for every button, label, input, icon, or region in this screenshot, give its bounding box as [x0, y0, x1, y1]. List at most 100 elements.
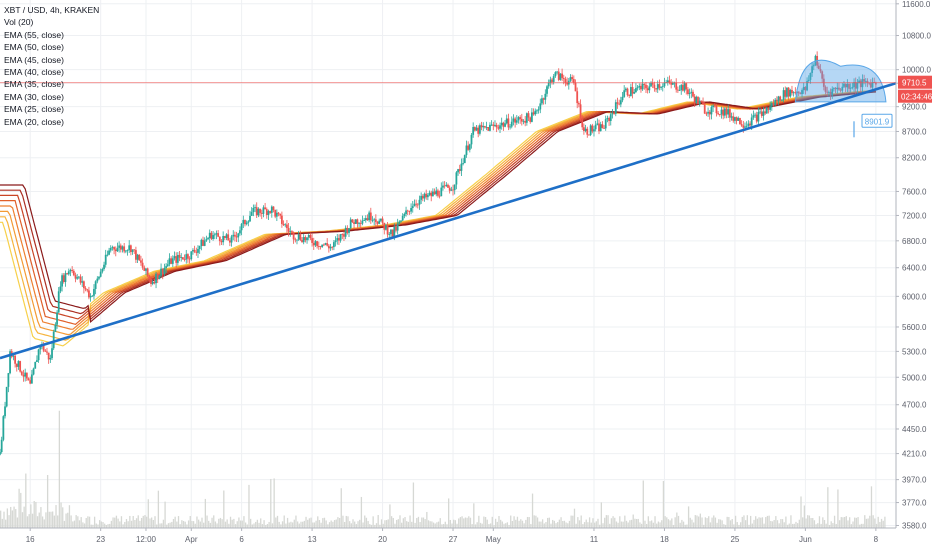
candle-body [385, 225, 387, 230]
candle-body [670, 82, 673, 85]
indicator-ema-55[interactable]: EMA (55, close) [4, 29, 64, 40]
volume-bar [355, 524, 358, 528]
volume-bar [525, 519, 527, 528]
candle-body [747, 123, 750, 126]
candle-body [442, 185, 444, 188]
candle-body [658, 84, 661, 88]
volume-bar [565, 522, 567, 528]
candle-body [265, 209, 268, 215]
candle-body [651, 82, 654, 85]
candle-body [205, 239, 208, 241]
volume-bar [48, 511, 50, 528]
volume-bar [854, 517, 856, 528]
volume-bar [40, 507, 42, 528]
candle-body [42, 343, 45, 351]
volume-bar [585, 519, 587, 528]
volume-bar [62, 507, 64, 528]
candle-body [297, 234, 300, 240]
volume-bar [446, 524, 448, 528]
candle-body [279, 213, 282, 216]
volume-bar [567, 523, 569, 528]
candle-body [262, 207, 265, 214]
volume-bar [229, 516, 232, 528]
volume-bar [204, 498, 207, 528]
volume-bar [50, 511, 52, 528]
candle-body [82, 281, 85, 289]
volume-bar [407, 521, 410, 528]
indicator-ema-20[interactable]: EMA (20, close) [4, 116, 64, 127]
candle-body [846, 83, 849, 88]
volume-bar [602, 523, 604, 528]
candle-body [383, 222, 386, 230]
candle-body [175, 256, 178, 263]
candle-body [140, 260, 142, 263]
candle-body [203, 240, 206, 246]
indicator-ema-30[interactable]: EMA (30, close) [4, 91, 64, 102]
candle-body [69, 269, 72, 272]
time-tick-label: 20 [378, 535, 387, 544]
time-tick-label: 13 [308, 535, 317, 544]
volume-bar [100, 521, 102, 528]
indicator-ema-50[interactable]: EMA (50, close) [4, 42, 64, 53]
indicator-ema-35[interactable]: EMA (35, close) [4, 79, 64, 90]
volume-bar [513, 516, 515, 528]
indicator-volume[interactable]: Vol (20) [4, 17, 34, 28]
candle-body [415, 203, 418, 205]
volume-bar [130, 520, 133, 528]
candle-body [485, 127, 488, 128]
candle-body [52, 331, 55, 349]
volume-bar [273, 478, 275, 528]
volume-bar [870, 486, 873, 528]
volume-bar [397, 519, 399, 528]
candle-body [269, 211, 272, 213]
indicator-ema-40[interactable]: EMA (40, close) [4, 67, 64, 78]
volume-bar [354, 521, 356, 528]
indicator-ema-45[interactable]: EMA (45, close) [4, 54, 64, 65]
candle-body [267, 211, 270, 215]
candle-body [24, 372, 27, 377]
candle-body [156, 273, 159, 280]
candle-body [356, 219, 359, 224]
volume-bar [23, 506, 25, 528]
volume-bar [768, 515, 770, 528]
candle-body [838, 87, 840, 90]
volume-bar [674, 517, 676, 528]
candle-body [549, 79, 552, 83]
volume-bar [657, 521, 660, 528]
volume-bar [10, 506, 12, 528]
candle-body [614, 102, 617, 114]
candle-body [333, 242, 335, 248]
candle-body [109, 247, 112, 251]
candle-body [438, 195, 441, 197]
candle-body [448, 187, 451, 191]
candle-body [103, 264, 105, 270]
candle-body [782, 90, 785, 100]
candle-body [187, 254, 189, 259]
volume-bar [169, 522, 171, 528]
candle-body [343, 234, 345, 237]
volume-bar [666, 517, 668, 528]
candle-body [98, 276, 100, 279]
volume-bar [726, 516, 728, 528]
volume-bar [320, 522, 322, 528]
volume-bar [669, 520, 671, 528]
candle-body [129, 245, 132, 253]
candle-body [537, 109, 540, 111]
candle-body [727, 109, 730, 115]
volume-bar [117, 518, 119, 528]
volume-bar [703, 524, 705, 528]
candle-body [775, 99, 778, 102]
candle-body [611, 113, 614, 115]
candle-body [593, 129, 595, 132]
volume-bar [713, 515, 715, 528]
volume-bar [473, 503, 475, 528]
candle-body [379, 218, 382, 221]
indicator-ema-25[interactable]: EMA (25, close) [4, 104, 64, 115]
candle-body [148, 275, 151, 280]
candle-body [67, 271, 70, 275]
candle-body [626, 88, 629, 96]
volume-bar [724, 524, 727, 528]
volume-bar [508, 524, 510, 528]
candle-body [797, 91, 800, 94]
